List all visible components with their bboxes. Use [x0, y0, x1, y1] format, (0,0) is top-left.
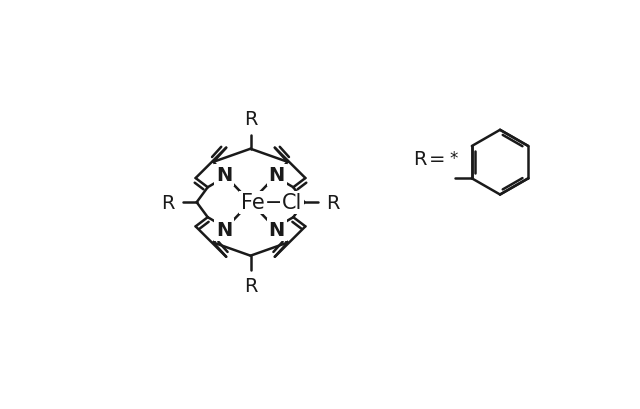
- Text: R: R: [161, 193, 175, 212]
- Text: N: N: [216, 166, 232, 185]
- Text: R: R: [326, 193, 340, 212]
- Text: =: =: [429, 149, 445, 169]
- Text: N: N: [269, 166, 285, 185]
- Text: R: R: [244, 110, 257, 128]
- Text: R: R: [413, 149, 426, 169]
- Text: Cl: Cl: [282, 193, 303, 213]
- Text: −: −: [264, 193, 282, 213]
- Text: Fe: Fe: [241, 193, 265, 213]
- Text: N: N: [216, 220, 232, 239]
- Text: *: *: [449, 150, 458, 168]
- Text: R: R: [244, 277, 257, 296]
- Text: N: N: [269, 220, 285, 239]
